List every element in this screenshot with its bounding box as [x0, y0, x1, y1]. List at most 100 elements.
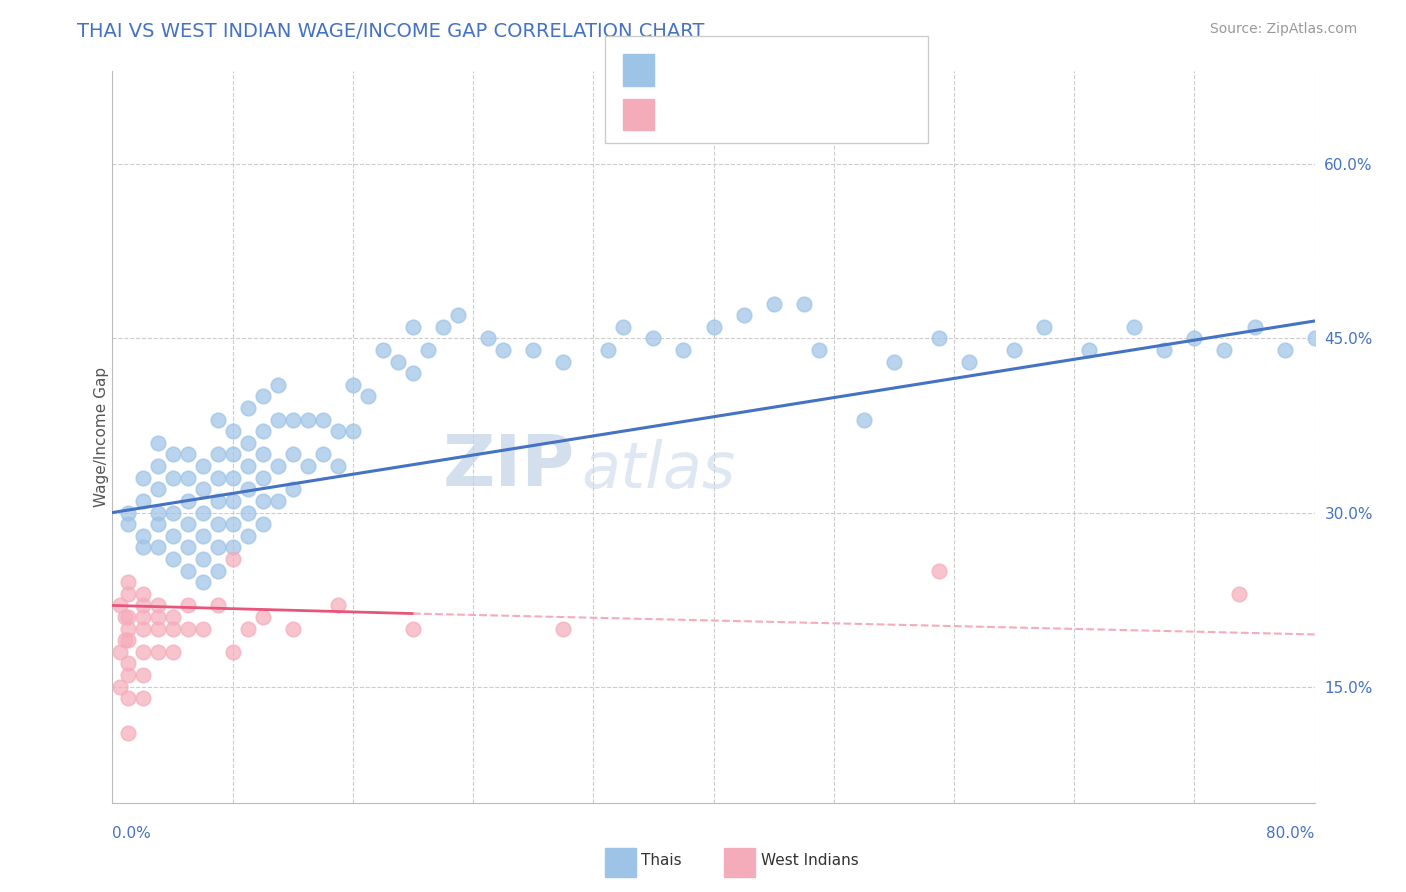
Point	[252, 471, 274, 485]
Point	[297, 412, 319, 426]
Point	[267, 412, 290, 426]
Point	[207, 564, 229, 578]
Point	[131, 541, 153, 555]
Point	[1123, 319, 1146, 334]
Point	[267, 459, 290, 474]
Text: 80.0%: 80.0%	[1267, 826, 1315, 841]
Point	[1153, 343, 1175, 357]
Point	[357, 389, 380, 403]
Point	[281, 448, 304, 462]
Y-axis label: Wage/Income Gap: Wage/Income Gap	[94, 367, 108, 508]
Point	[672, 343, 695, 357]
Point	[207, 412, 229, 426]
Point	[117, 691, 139, 706]
Point	[191, 529, 214, 543]
Point	[402, 622, 425, 636]
Point	[222, 424, 245, 438]
Point	[131, 471, 153, 485]
Point	[108, 680, 131, 694]
Point	[267, 494, 290, 508]
Point	[222, 494, 245, 508]
Point	[236, 436, 259, 450]
Point	[117, 575, 139, 590]
Point	[1303, 331, 1326, 345]
Text: Thais: Thais	[641, 854, 682, 868]
Point	[146, 517, 169, 532]
Point	[222, 517, 245, 532]
Point	[162, 622, 184, 636]
Point	[252, 424, 274, 438]
Point	[176, 517, 198, 532]
Point	[416, 343, 439, 357]
Point	[267, 377, 290, 392]
Point	[928, 331, 950, 345]
Point	[162, 448, 184, 462]
Point	[643, 331, 665, 345]
Text: atlas: atlas	[581, 439, 735, 501]
Point	[222, 552, 245, 566]
Point	[236, 459, 259, 474]
Point	[252, 494, 274, 508]
Point	[117, 517, 139, 532]
Point	[117, 657, 139, 671]
Point	[1213, 343, 1236, 357]
Point	[131, 494, 153, 508]
Point	[176, 622, 198, 636]
Point	[117, 622, 139, 636]
Point	[176, 494, 198, 508]
Point	[733, 308, 755, 322]
Point	[207, 494, 229, 508]
Point	[281, 412, 304, 426]
Point	[207, 471, 229, 485]
Point	[236, 506, 259, 520]
Point	[114, 633, 136, 648]
Point	[108, 645, 131, 659]
Point	[146, 459, 169, 474]
Point	[762, 296, 785, 310]
Point	[522, 343, 544, 357]
Point	[117, 633, 139, 648]
Point	[146, 483, 169, 497]
Point	[176, 599, 198, 613]
Point	[162, 506, 184, 520]
Point	[131, 622, 153, 636]
Point	[402, 319, 425, 334]
Point	[207, 517, 229, 532]
Point	[1333, 343, 1355, 357]
Point	[1229, 587, 1251, 601]
Point	[612, 319, 634, 334]
Point	[146, 622, 169, 636]
Point	[326, 424, 349, 438]
Point	[432, 319, 454, 334]
Point	[598, 343, 620, 357]
Point	[807, 343, 830, 357]
Point	[1033, 319, 1056, 334]
Point	[131, 599, 153, 613]
Point	[297, 459, 319, 474]
Point	[883, 354, 905, 368]
Point	[281, 483, 304, 497]
Point	[447, 308, 470, 322]
Point	[252, 389, 274, 403]
Point	[326, 599, 349, 613]
Point	[207, 541, 229, 555]
Point	[176, 541, 198, 555]
Point	[131, 529, 153, 543]
Point	[252, 448, 274, 462]
Point	[131, 587, 153, 601]
Point	[1274, 343, 1296, 357]
Point	[146, 436, 169, 450]
Point	[108, 599, 131, 613]
Point	[1378, 354, 1400, 368]
Point	[146, 541, 169, 555]
Point	[176, 448, 198, 462]
Text: Source: ZipAtlas.com: Source: ZipAtlas.com	[1209, 22, 1357, 37]
Point	[191, 575, 214, 590]
Point	[117, 668, 139, 682]
Point	[1243, 319, 1265, 334]
Text: R =  0.233    N = 111: R = 0.233 N = 111	[665, 61, 844, 78]
Point	[146, 645, 169, 659]
Point	[342, 377, 364, 392]
Text: West Indians: West Indians	[761, 854, 859, 868]
Point	[492, 343, 515, 357]
